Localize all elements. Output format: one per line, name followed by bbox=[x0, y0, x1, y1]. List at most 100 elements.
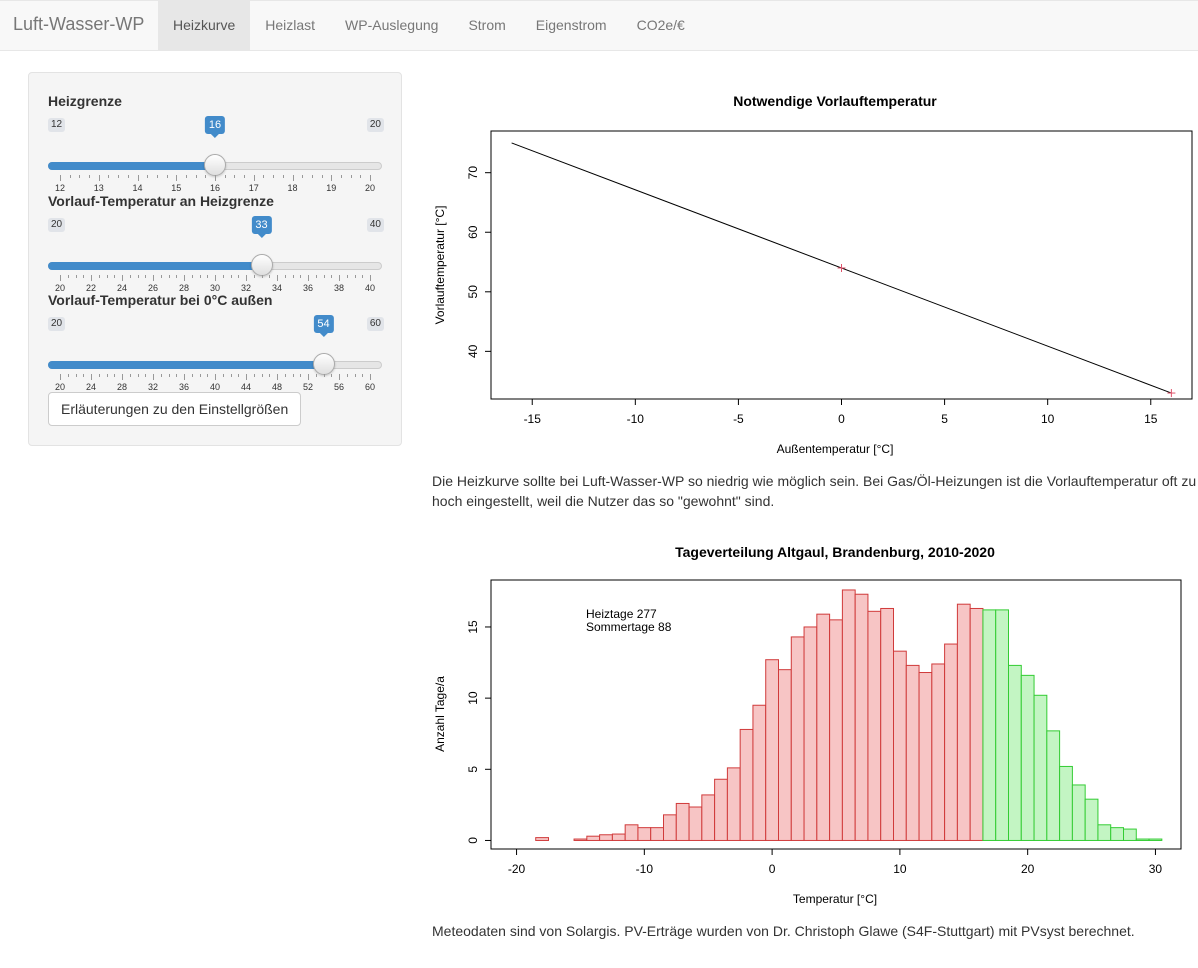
tab-strom[interactable]: Strom bbox=[468, 17, 506, 33]
slider-min-value: 20 bbox=[48, 218, 66, 232]
histogram-bar bbox=[1148, 838, 1163, 841]
slider-minor-tick bbox=[253, 374, 255, 377]
histogram-bar bbox=[867, 610, 882, 841]
slider-tick bbox=[246, 374, 247, 380]
slider-tick bbox=[153, 374, 154, 380]
slider-tick-label: 26 bbox=[147, 283, 159, 293]
slider-tick bbox=[277, 374, 278, 380]
tab-wp-auslegung[interactable]: WP-Auslegung bbox=[345, 17, 439, 33]
x-tick-label: 20 bbox=[1021, 862, 1035, 876]
histogram-bar bbox=[701, 794, 716, 841]
slider-minor-tick bbox=[323, 275, 325, 278]
histogram-bar bbox=[599, 834, 613, 841]
slider-ticks: 20 22 24 26 28 30 32 34 36 38 40 bbox=[48, 275, 382, 295]
slider-minor-tick bbox=[69, 175, 71, 178]
nav-tabs: Heizkurve Heizlast WP-Auslegung Strom Ei… bbox=[158, 1, 700, 51]
y-tick-label: 50 bbox=[466, 285, 480, 299]
slider-minor-tick bbox=[168, 275, 170, 278]
x-axis: -20 -10 0 10 20 30 bbox=[508, 849, 1162, 876]
slider-minor-tick bbox=[168, 374, 170, 377]
markers bbox=[837, 263, 1176, 398]
histogram-bar bbox=[982, 609, 997, 841]
data-point-marker bbox=[837, 263, 846, 272]
slider-minor-tick bbox=[147, 175, 149, 178]
histogram-bar bbox=[1033, 694, 1048, 841]
slider-minor-tick bbox=[145, 374, 147, 377]
slider-minor-tick bbox=[292, 275, 294, 278]
navbar: Luft-Wasser-WP Heizkurve Heizlast WP-Aus… bbox=[0, 0, 1198, 51]
y-axis-label: Anzahl Tage/a bbox=[433, 676, 447, 752]
slider-max-value: 40 bbox=[366, 218, 384, 232]
slider-tick-label: 32 bbox=[240, 283, 252, 293]
slider-minor-tick bbox=[145, 275, 147, 278]
slider-tick bbox=[246, 275, 247, 281]
slider-tick-label: 52 bbox=[302, 382, 314, 392]
slider-tick-label: 15 bbox=[171, 183, 182, 193]
slider-minor-tick bbox=[253, 275, 255, 278]
slider-tick-label: 34 bbox=[271, 283, 283, 293]
histogram-bar bbox=[1071, 784, 1086, 841]
slider-minor-tick bbox=[191, 374, 193, 377]
slider-handle[interactable] bbox=[204, 154, 226, 176]
y-tick-label: 0 bbox=[466, 837, 480, 844]
slider-handle[interactable] bbox=[250, 254, 273, 276]
tab-heizkurve[interactable]: Heizkurve bbox=[158, 1, 251, 51]
histogram-bar bbox=[1046, 730, 1061, 841]
x-axis: -15 -10 -5 0 5 10 15 bbox=[524, 399, 1158, 426]
slider-minor-tick bbox=[89, 175, 91, 178]
y-axis: 0 5 10 15 bbox=[466, 620, 491, 844]
slider-minor-tick bbox=[67, 275, 69, 278]
histogram-bar bbox=[803, 626, 818, 841]
help-button[interactable]: Erläuterungen zu den Einstellgrößen bbox=[48, 392, 302, 426]
slider-tick bbox=[91, 275, 92, 281]
tab-heizlast[interactable]: Heizlast bbox=[265, 17, 316, 33]
slider-tick-label: 12 bbox=[54, 183, 66, 193]
slider-minor-tick bbox=[160, 374, 162, 377]
slider-minor-tick bbox=[207, 374, 209, 377]
slider-minor-tick bbox=[354, 374, 356, 377]
slider-minor-tick bbox=[224, 175, 226, 178]
tab-co2e[interactable]: CO2e/€ bbox=[636, 17, 685, 33]
chart-title: Notwendige Vorlauftemperatur bbox=[733, 93, 937, 109]
slider-tick-label: 30 bbox=[209, 283, 221, 293]
slider-tick-label: 14 bbox=[132, 183, 143, 193]
slider-minor-tick bbox=[137, 374, 139, 377]
histogram-bar bbox=[816, 613, 831, 841]
histogram-bar bbox=[1097, 824, 1112, 841]
slider-minor-tick bbox=[75, 275, 77, 278]
slider-handle[interactable] bbox=[312, 353, 335, 375]
histogram-bar bbox=[790, 636, 805, 841]
sidebar-panel: Heizgrenze 12 20 16 12 13 14 15 16 17 18 19 20 V… bbox=[28, 72, 402, 446]
plot-frame bbox=[490, 579, 1182, 850]
slider-minor-tick bbox=[199, 374, 201, 377]
slider-minor-tick bbox=[292, 374, 294, 377]
histogram-bar bbox=[969, 607, 984, 841]
x-tick-label: -15 bbox=[524, 412, 542, 426]
histogram-bar bbox=[880, 607, 895, 841]
x-tick-label: 5 bbox=[941, 412, 948, 426]
slider-tick bbox=[339, 275, 340, 281]
slider-tick bbox=[215, 374, 216, 380]
histogram-bar bbox=[931, 663, 946, 841]
histogram-bar bbox=[1059, 765, 1073, 841]
slider-minor-tick bbox=[118, 175, 120, 178]
slider-minor-tick bbox=[83, 374, 85, 377]
x-tick-label: -5 bbox=[733, 412, 744, 426]
slider-tick bbox=[370, 275, 371, 281]
slider-minor-tick bbox=[315, 275, 317, 278]
slider-minor-tick bbox=[176, 374, 178, 377]
slider-tick-label: 36 bbox=[178, 382, 190, 392]
heizkurve-description: Die Heizkurve sollte bei Luft-Wasser-WP … bbox=[432, 473, 1197, 509]
histogram-bar bbox=[586, 835, 601, 841]
tab-eigenstrom[interactable]: Eigenstrom bbox=[535, 17, 607, 33]
slider-minor-tick bbox=[230, 374, 232, 377]
slider-tick bbox=[137, 175, 139, 181]
slider-minor-tick bbox=[75, 374, 77, 377]
slider-tick-label: 13 bbox=[93, 183, 104, 193]
slider-minor-tick bbox=[129, 275, 131, 278]
brand-title[interactable]: Luft-Wasser-WP bbox=[13, 14, 145, 34]
slider-tick bbox=[292, 175, 294, 181]
slider-minor-tick bbox=[106, 275, 108, 278]
histogram-bar bbox=[739, 728, 754, 841]
slider-tick-label: 40 bbox=[364, 283, 376, 293]
